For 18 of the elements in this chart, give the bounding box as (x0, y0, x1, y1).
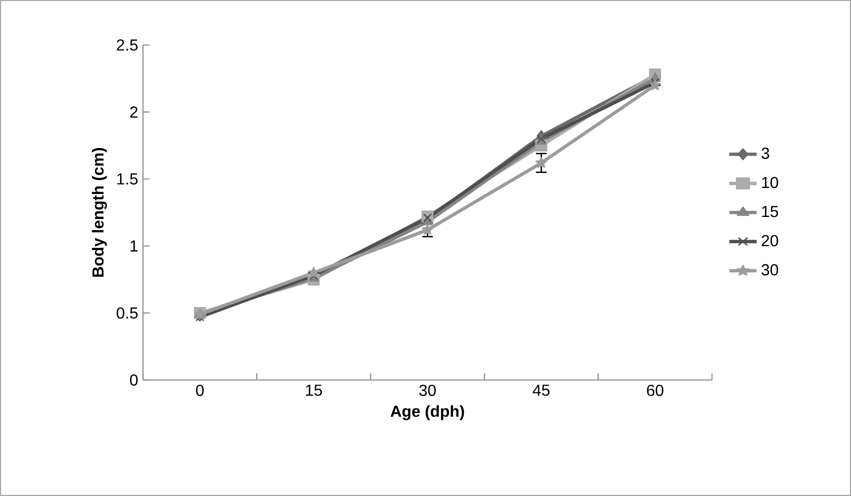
legend-label: 10 (762, 176, 778, 188)
y-tick-label: 2.5 (116, 39, 138, 51)
x-tick-label: 45 (532, 384, 550, 396)
y-tick-label: 0.5 (116, 307, 138, 319)
legend-label: 3 (762, 148, 770, 159)
y-axis-title: Body length (cm) (92, 148, 107, 277)
x-tick-label: 30 (419, 384, 436, 396)
x-axis-title: Age (dph) (390, 405, 464, 420)
x-tick-label: 0 (196, 384, 204, 396)
y-tick-label: 2 (130, 106, 138, 118)
legend-label: 30 (762, 264, 778, 276)
y-tick-label: 1 (130, 240, 138, 252)
legend-label: 20 (762, 235, 778, 246)
x-tick-label: 60 (647, 384, 664, 396)
y-tick-label: 1.5 (117, 173, 138, 185)
x-tick-label: 15 (306, 384, 322, 396)
y-tick-label: 0 (130, 374, 138, 386)
legend-label: 15 (762, 206, 778, 218)
